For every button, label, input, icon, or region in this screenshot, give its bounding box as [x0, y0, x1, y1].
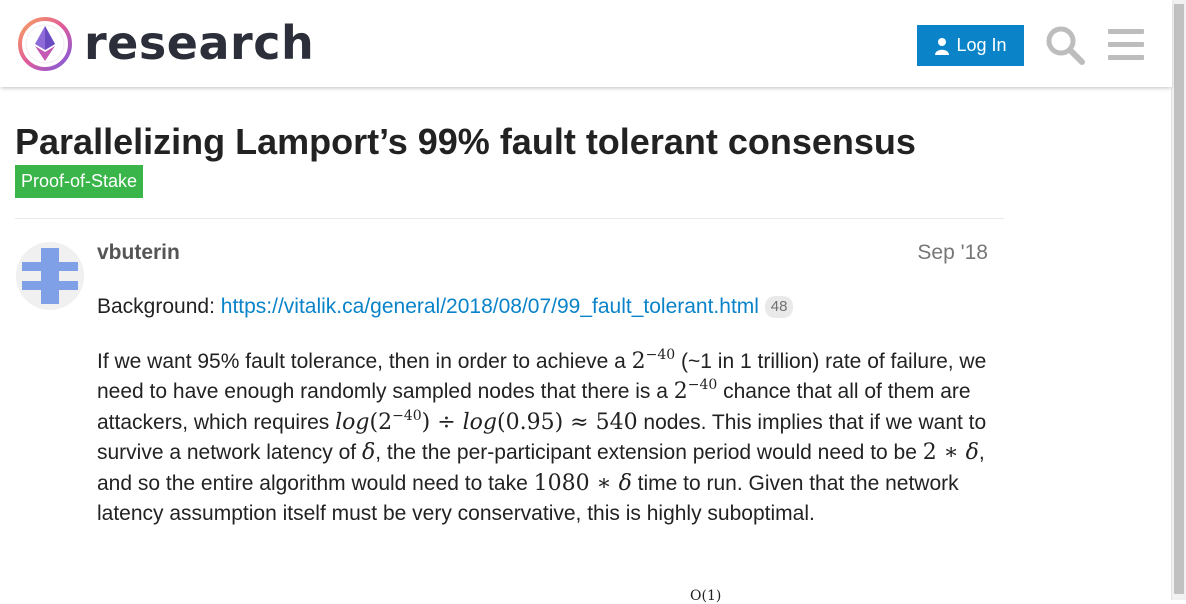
math-base: 2	[631, 348, 646, 374]
math-2-delta: 2 ∗ δ	[923, 440, 979, 465]
math-base: 2	[673, 379, 688, 404]
link-click-count: 48	[764, 296, 794, 318]
math-part: ) ÷	[421, 409, 463, 435]
math-delta: δ	[362, 440, 375, 465]
math-2-pow-neg40: 2−40	[631, 346, 676, 374]
login-label: Log In	[956, 35, 1007, 55]
hamburger-menu-icon[interactable]	[1105, 24, 1147, 66]
text-span: (~1 in 1 trillion) rate of failure, we n…	[97, 349, 987, 404]
search-icon[interactable]	[1044, 24, 1086, 66]
text-span: , and so the entire algorithm would need…	[97, 441, 985, 495]
math-log: log	[335, 409, 370, 435]
math-var: δ	[618, 470, 632, 496]
background-paragraph: Background: https://vitalik.ca/general/2…	[97, 292, 997, 323]
category-badge[interactable]: Proof-of-Stake	[15, 165, 144, 198]
text-span: chance that all of them are attackers, w…	[97, 380, 971, 434]
math-exponent: −40	[645, 346, 676, 363]
math-exponent: −40	[392, 407, 422, 424]
login-button[interactable]: Log In	[917, 25, 1024, 66]
topic-title[interactable]: Parallelizing Lamport’s 99% fault tolera…	[15, 121, 916, 162]
background-label: Background:	[97, 295, 215, 318]
post-username[interactable]: vbuterin	[97, 241, 180, 264]
math-log: log	[462, 409, 498, 435]
math-2-pow-neg40: 2−40	[673, 377, 718, 404]
divider	[15, 218, 1004, 219]
partial-formula: O(1)	[690, 588, 722, 604]
text-span: If we want 95% fault tolerance, then in …	[97, 349, 632, 373]
avatar[interactable]	[16, 242, 84, 310]
logo-icon[interactable]	[16, 15, 74, 73]
scrollbar[interactable]	[1171, 0, 1186, 600]
math-part: 1080 ∗	[533, 470, 619, 496]
math-1080-delta: 1080 ∗ δ	[534, 471, 632, 496]
scrollbar-thumb[interactable]	[1174, 4, 1184, 594]
math-var: δ	[361, 440, 376, 465]
math-var: δ	[965, 440, 979, 465]
post-date[interactable]: Sep '18	[917, 241, 988, 264]
text-span: , the the per-participant extension peri…	[375, 441, 923, 464]
site-brand[interactable]: research	[84, 16, 315, 70]
math-exponent: −40	[687, 377, 718, 393]
math-log-expression: log(2−40) ÷ log(0.95) ≈ 540	[335, 407, 638, 435]
text-span: time to run. Given that the network late…	[97, 471, 959, 526]
math-part: (2	[369, 409, 393, 435]
user-icon	[935, 37, 950, 55]
site-header: research Log In	[0, 0, 1172, 87]
text-span: nodes. This implies that if we want to s…	[97, 410, 987, 465]
body-paragraph: If we want 95% fault tolerance, then in …	[97, 347, 997, 530]
math-part: 2 ∗	[922, 440, 966, 465]
math-part: (0.95) ≈ 540	[497, 409, 638, 435]
background-link[interactable]: https://vitalik.ca/general/2018/08/07/99…	[220, 295, 759, 318]
post-body: Background: https://vitalik.ca/general/2…	[97, 292, 997, 554]
